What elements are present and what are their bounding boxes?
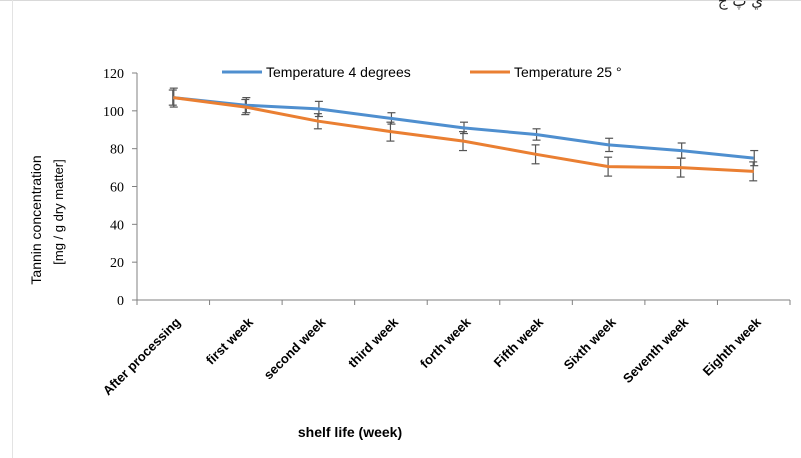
y-tick-label: 100 xyxy=(103,105,124,120)
y-tick-label: 120 xyxy=(103,67,124,82)
y-axis-ticks: 0 20 40 60 80 100 120 xyxy=(103,67,137,309)
x-axis-ticks: After processing first week second week thi… xyxy=(100,300,790,398)
y-axis-units: [mg / g dry matter] xyxy=(51,159,66,264)
y-tick-label: 0 xyxy=(117,294,124,309)
y-tick-label: 60 xyxy=(110,181,124,196)
x-axis-label: shelf life (week) xyxy=(298,424,402,440)
y-tick-label: 40 xyxy=(110,218,124,233)
x-tick-label: Eighth week xyxy=(700,314,765,379)
x-tick-label: Sixth week xyxy=(561,314,620,373)
y-tick-label: 20 xyxy=(110,256,124,271)
x-tick-label: Fifth week xyxy=(491,314,547,370)
y-axis-label: Tannin concentration xyxy=(28,155,44,284)
x-tick-label: After processing xyxy=(100,314,184,398)
y-tick-label: 80 xyxy=(110,143,124,158)
x-tick-label: second week xyxy=(261,314,329,382)
x-tick-label: first week xyxy=(203,314,257,368)
legend-label: Temperature 4 degrees xyxy=(266,64,411,80)
x-tick-label: Seventh week xyxy=(620,314,692,386)
legend: Temperature 4 degrees Temperature 25 ° xyxy=(222,64,622,80)
x-tick-label: forth week xyxy=(417,314,474,371)
x-tick-label: third week xyxy=(345,314,402,371)
legend-label: Temperature 25 ° xyxy=(514,64,622,80)
